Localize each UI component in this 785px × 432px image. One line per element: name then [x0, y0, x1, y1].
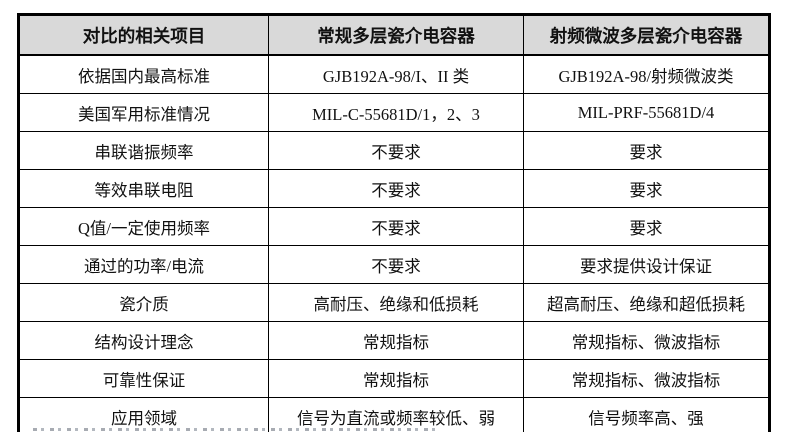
table-row: 串联谐振频率 不要求 要求	[18, 131, 770, 170]
clipped-text-line	[33, 428, 441, 431]
cell-conventional: 不要求	[268, 207, 524, 246]
cell-rf-microwave: MIL-PRF-55681D/4	[523, 93, 770, 132]
table-row: 应用领域 信号为直流或频率较低、弱 信号频率高、强	[18, 397, 770, 432]
row-label: 串联谐振频率	[18, 131, 269, 170]
cell-conventional: 不要求	[268, 131, 524, 170]
comparison-table: 对比的相关项目 常规多层瓷介电容器 射频微波多层瓷介电容器 依据国内最高标准 G…	[17, 13, 771, 432]
row-label: 依据国内最高标准	[18, 54, 269, 94]
table-row: 等效串联电阻 不要求 要求	[18, 169, 770, 208]
header-cell-rf-microwave: 射频微波多层瓷介电容器	[523, 14, 770, 56]
cell-rf-microwave: 常规指标、微波指标	[523, 321, 770, 360]
cell-rf-microwave: 要求	[523, 207, 770, 246]
cell-rf-microwave: 要求	[523, 169, 770, 208]
row-label: Q值/一定使用频率	[18, 207, 269, 246]
cell-rf-microwave: 常规指标、微波指标	[523, 359, 770, 398]
cell-conventional: 常规指标	[268, 359, 524, 398]
cell-conventional: MIL-C-55681D/1，2、3	[268, 93, 524, 132]
header-cell-item: 对比的相关项目	[18, 14, 269, 56]
row-label: 等效串联电阻	[18, 169, 269, 208]
cell-conventional: 不要求	[268, 245, 524, 284]
table-row: 通过的功率/电流 不要求 要求提供设计保证	[18, 245, 770, 284]
row-label: 瓷介质	[18, 283, 269, 322]
cell-rf-microwave: 要求提供设计保证	[523, 245, 770, 284]
header-cell-conventional: 常规多层瓷介电容器	[268, 14, 524, 56]
table-row: 美国军用标准情况 MIL-C-55681D/1，2、3 MIL-PRF-5568…	[18, 93, 770, 132]
row-label: 通过的功率/电流	[18, 245, 269, 284]
table-row: 结构设计理念 常规指标 常规指标、微波指标	[18, 321, 770, 360]
cell-rf-microwave: 要求	[523, 131, 770, 170]
cell-conventional: 信号为直流或频率较低、弱	[268, 397, 524, 432]
cell-conventional: 高耐压、绝缘和低损耗	[268, 283, 524, 322]
row-label: 应用领域	[18, 397, 269, 432]
cell-conventional: 常规指标	[268, 321, 524, 360]
cell-rf-microwave: GJB192A-98/射频微波类	[523, 54, 770, 94]
row-label: 美国军用标准情况	[18, 93, 269, 132]
table-row: Q值/一定使用频率 不要求 要求	[18, 207, 770, 246]
table-row: 依据国内最高标准 GJB192A-98/I、II 类 GJB192A-98/射频…	[18, 54, 770, 94]
cell-rf-microwave: 超高耐压、绝缘和超低损耗	[523, 283, 770, 322]
table-row: 瓷介质 高耐压、绝缘和低损耗 超高耐压、绝缘和超低损耗	[18, 283, 770, 322]
cell-conventional: 不要求	[268, 169, 524, 208]
table-header-row: 对比的相关项目 常规多层瓷介电容器 射频微波多层瓷介电容器	[18, 14, 770, 56]
row-label: 可靠性保证	[18, 359, 269, 398]
table-row: 可靠性保证 常规指标 常规指标、微波指标	[18, 359, 770, 398]
row-label: 结构设计理念	[18, 321, 269, 360]
cell-conventional: GJB192A-98/I、II 类	[268, 54, 524, 94]
cell-rf-microwave: 信号频率高、强	[523, 397, 770, 432]
